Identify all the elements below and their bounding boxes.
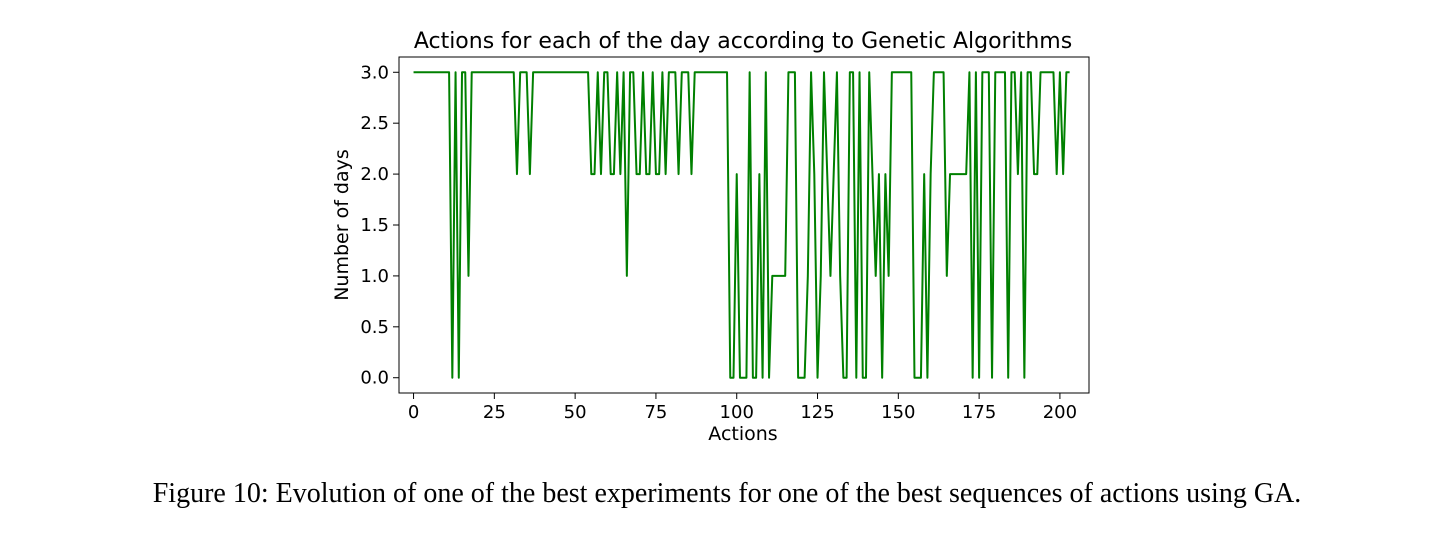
- series-line-0: [413, 71, 1070, 379]
- line-chart: Actions for each of the day according to…: [331, 29, 1090, 445]
- x-tick-label: 100: [720, 402, 754, 423]
- y-tick-label: 1.0: [360, 266, 389, 287]
- x-tick-label: 150: [881, 402, 915, 423]
- y-tick-label: 2.0: [360, 164, 389, 185]
- plot-area: [398, 56, 1090, 394]
- y-tick-label: 1.5: [360, 215, 389, 236]
- chart-title: Actions for each of the day according to…: [414, 29, 1072, 54]
- x-tick-label: 75: [644, 402, 667, 423]
- x-tick-label: 0: [408, 402, 419, 423]
- y-tick-label: 0.0: [360, 368, 389, 389]
- y-tick-label: 0.5: [360, 317, 389, 338]
- x-tick-label: 50: [564, 402, 587, 423]
- figure-caption: Figure 10: Evolution of one of the best …: [152, 478, 1302, 509]
- y-axis: 0.0 0.5 1.0 1.5 2.0 2.5 3.0: [360, 62, 399, 389]
- y-tick-label: 2.5: [360, 113, 389, 134]
- x-tick-label: 175: [962, 402, 996, 423]
- x-axis: 0 25 50 75 100 125 150 175 200: [408, 393, 1077, 423]
- x-tick-label: 200: [1043, 402, 1077, 423]
- y-tick-label: 3.0: [360, 62, 389, 83]
- plot-frame: [398, 56, 1090, 394]
- x-axis-label: Actions: [708, 423, 777, 445]
- y-axis-label: Number of days: [331, 149, 353, 301]
- x-tick-label: 125: [800, 402, 834, 423]
- x-tick-label: 25: [483, 402, 506, 423]
